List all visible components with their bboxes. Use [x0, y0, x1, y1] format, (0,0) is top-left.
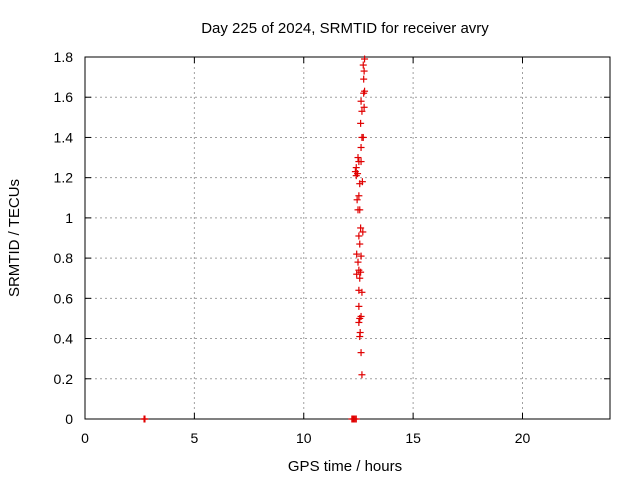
- y-tick-labels: 0 0.2 0.4 0.6 0.8 1 1.2 1.4 1.6 1.8: [54, 49, 74, 427]
- y-tick-label: 0: [65, 411, 73, 427]
- data-point: [357, 252, 365, 260]
- data-point: [357, 158, 365, 166]
- data-point: [358, 133, 366, 141]
- data-point: [357, 268, 365, 276]
- axis-ticks: [84, 56, 610, 420]
- data-point: [354, 258, 362, 266]
- data-point: [355, 302, 363, 310]
- y-tick-label: 1.4: [54, 129, 74, 145]
- data-point: [357, 119, 365, 127]
- data-point: [353, 196, 361, 204]
- data-point: [357, 349, 365, 357]
- data-point: [359, 61, 367, 69]
- data-point: [354, 154, 362, 162]
- plot-frame: [84, 56, 611, 420]
- x-tick-label: 0: [81, 430, 89, 446]
- data-point: [356, 333, 364, 341]
- data-point: [360, 67, 368, 75]
- data-point: [358, 371, 366, 379]
- data-point: [361, 55, 369, 63]
- data-point: [355, 318, 363, 326]
- y-tick-label: 1.8: [54, 49, 74, 65]
- y-tick-label: 0.8: [54, 250, 74, 266]
- data-point: [358, 107, 366, 115]
- data-point: [355, 232, 363, 240]
- y-axis-label: SRMTID / TECUs: [6, 179, 23, 297]
- data-point: [356, 274, 364, 282]
- data-point: [360, 75, 368, 83]
- x-tick-label: 20: [515, 430, 531, 446]
- data-point: [358, 288, 366, 296]
- grid-lines: [85, 57, 610, 419]
- data-point: [360, 89, 368, 97]
- data-point: [353, 250, 361, 258]
- data-point: [357, 144, 365, 151]
- data-point: [356, 206, 364, 214]
- y-tick-label: 0.4: [54, 331, 74, 347]
- data-point: [353, 270, 361, 278]
- y-tick-label: 1.2: [54, 170, 74, 186]
- x-tick-labels: 0 5 10 15 20: [81, 430, 530, 446]
- chart-title: Day 225 of 2024, SRMTID for receiver avr…: [201, 20, 489, 37]
- y-tick-label: 0.2: [54, 371, 74, 387]
- data-points: [140, 55, 369, 423]
- x-tick-label: 15: [405, 430, 421, 446]
- data-point: [141, 415, 149, 423]
- data-point: [356, 314, 364, 322]
- y-tick-label: 1: [65, 210, 73, 226]
- y-tick-label: 0.6: [54, 290, 74, 306]
- data-point: [357, 224, 365, 232]
- data-point: [352, 164, 360, 172]
- data-point: [352, 415, 360, 423]
- data-point: [355, 192, 363, 200]
- data-point: [356, 240, 364, 248]
- y-tick-label: 1.6: [54, 89, 74, 105]
- data-point: [356, 180, 364, 188]
- data-point: [359, 228, 367, 236]
- x-tick-label: 5: [190, 430, 198, 446]
- data-point: [360, 103, 368, 111]
- x-tick-label: 10: [296, 430, 312, 446]
- data-point: [357, 97, 365, 105]
- data-point: [354, 170, 362, 178]
- x-axis-label: GPS time / hours: [288, 458, 402, 475]
